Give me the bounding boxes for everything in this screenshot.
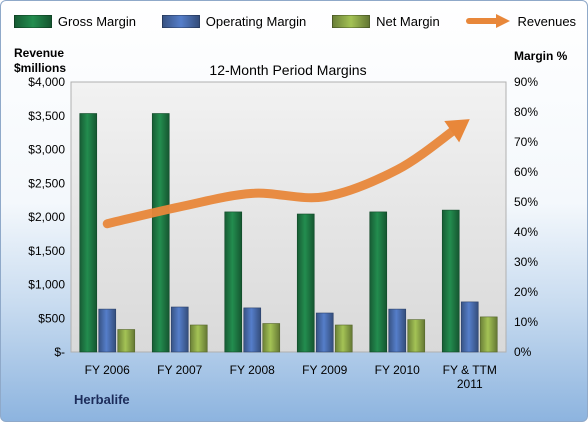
legend-swatch — [161, 14, 200, 28]
legend-label: Gross Margin — [57, 13, 136, 29]
category-label: FY 2007 — [157, 363, 202, 377]
right-tick-label: 80% — [514, 105, 538, 119]
legend-label: Net Margin — [376, 13, 440, 29]
legend-swatch — [332, 14, 371, 28]
bar-gross-margin — [79, 113, 98, 353]
bar-net-margin — [334, 324, 353, 353]
category-label: FY 2006 — [85, 363, 130, 377]
right-tick-label: 40% — [514, 225, 538, 239]
category-label: FY 2009 — [302, 363, 347, 377]
bar-net-margin — [479, 316, 498, 353]
legend-item: Operating Margin — [161, 13, 307, 29]
left-tick-label: $4,000 — [28, 75, 65, 89]
bar-operating-margin — [243, 307, 262, 353]
right-axis-title: Margin % — [514, 49, 568, 63]
legend-swatch — [13, 14, 52, 28]
left-axis-title-line1: Revenue — [14, 46, 64, 60]
bar-net-margin — [407, 319, 426, 353]
legend-item: Gross Margin — [13, 13, 136, 29]
bar-net-margin — [117, 329, 136, 353]
legend-arrow-icon — [465, 14, 510, 28]
left-axis-title-line2: $millions — [14, 61, 66, 75]
right-tick-label: 90% — [514, 75, 538, 89]
right-tick-label: 60% — [514, 165, 538, 179]
left-tick-label: $2,000 — [28, 210, 65, 224]
left-tick-label: $3,000 — [28, 143, 65, 157]
bar-gross-margin — [441, 209, 460, 353]
bar-net-margin — [189, 324, 208, 353]
bar-gross-margin — [151, 113, 170, 353]
left-tick-label: $3,500 — [28, 109, 65, 123]
right-tick-label: 50% — [514, 195, 538, 209]
bar-gross-margin — [369, 211, 388, 353]
company-label: Herbalife — [74, 392, 130, 407]
bar-net-margin — [262, 323, 281, 353]
category-label: FY & TTM — [443, 363, 497, 377]
bar-operating-margin — [98, 308, 117, 353]
legend-label: Operating Margin — [205, 13, 307, 29]
bar-operating-margin — [388, 308, 407, 353]
right-tick-label: 20% — [514, 285, 538, 299]
legend-item: Net Margin — [332, 14, 440, 29]
category-label: 2011 — [457, 377, 483, 391]
bar-operating-margin — [460, 301, 479, 353]
right-tick-label: 70% — [514, 135, 538, 149]
revenues-line — [102, 124, 460, 229]
left-tick-label: $1,500 — [28, 244, 65, 258]
left-tick-label: $500 — [38, 311, 65, 325]
legend-label: Revenues — [517, 13, 577, 29]
left-tick-label: $- — [54, 345, 65, 359]
left-tick-label: $1,000 — [28, 278, 65, 292]
bar-gross-margin — [296, 213, 315, 353]
left-tick-label: $2,500 — [28, 176, 65, 190]
legend: Gross Margin Operating Margin Net Margin Re… — [1, 10, 587, 32]
bar-operating-margin — [315, 312, 334, 353]
chart-title: 12-Month Period Margins — [209, 62, 366, 78]
right-tick-label: 0% — [514, 345, 532, 359]
legend-item: Revenues — [465, 13, 577, 29]
category-label: FY 2008 — [230, 363, 275, 377]
bar-operating-margin — [170, 306, 189, 353]
category-label: FY 2010 — [375, 363, 420, 377]
revenues-arrowhead — [444, 119, 470, 143]
right-tick-label: 30% — [514, 255, 538, 269]
right-tick-label: 10% — [514, 315, 538, 329]
bar-gross-margin — [224, 211, 243, 353]
